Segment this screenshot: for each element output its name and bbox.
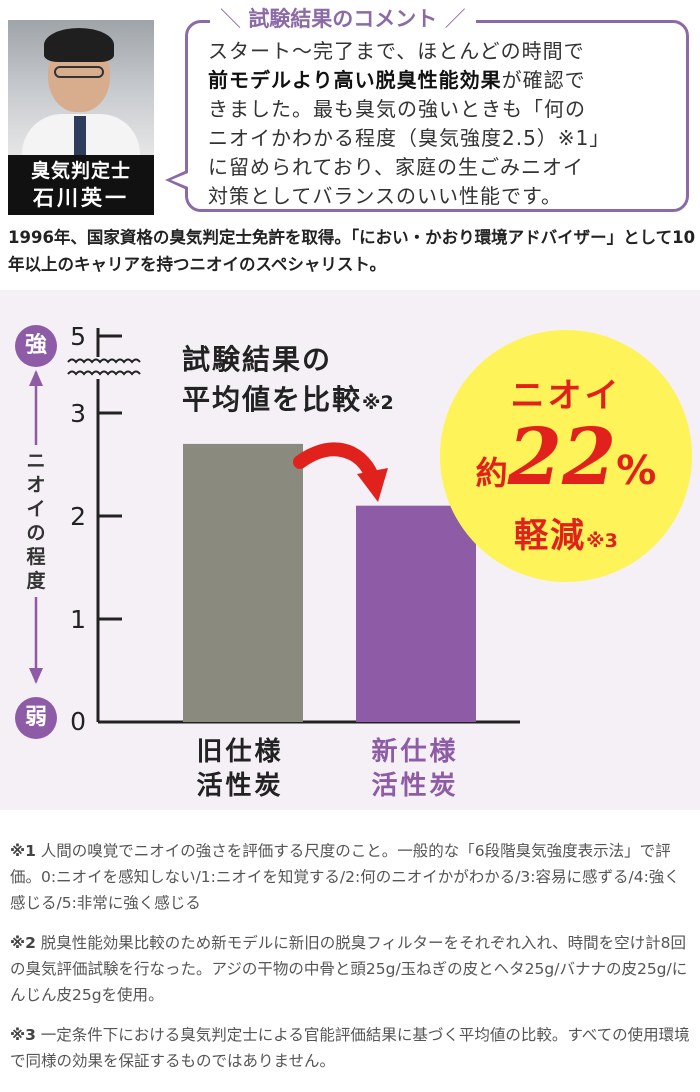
chart-title-line: 試験結果の xyxy=(182,343,333,376)
comment-tail-inner xyxy=(171,173,188,187)
comment-line: スタート〜完了まで、ほとんどの時間で xyxy=(208,39,585,63)
chart-title-line: 平均値を比較※2 xyxy=(182,383,394,416)
expert-role: 臭気判定士 xyxy=(30,160,131,182)
scale-strong-label: 強 xyxy=(15,325,57,367)
axis-break-wave xyxy=(67,358,141,364)
y-tick-label: 3 xyxy=(70,399,86,428)
y-tick-label: 5 xyxy=(70,322,86,351)
reduction-arrow xyxy=(293,442,379,483)
y-tick-label: 0 xyxy=(70,707,86,736)
chart-title-note: ※2 xyxy=(362,392,394,414)
comment-line: 前モデルより高い脱臭性能効果が確認で xyxy=(208,68,586,92)
y-axis-title: ニオイの程度 xyxy=(24,445,48,597)
reduction-arrow-head xyxy=(357,468,388,502)
axis-break-wave xyxy=(67,370,141,376)
expert-bio: 1996年、国家資格の臭気判定士免許を取得。「におい・かおり環境アドバイザー」と… xyxy=(8,228,696,274)
scale-arrow-up-head xyxy=(29,370,43,386)
bar-old xyxy=(183,443,303,722)
y-tick-label: 1 xyxy=(70,605,86,634)
badge-line-percent: 約22% xyxy=(475,412,657,503)
scale-weak-label: 弱 xyxy=(15,697,57,739)
category-label-old: 旧仕様 活性炭 xyxy=(196,737,284,801)
comment-box xyxy=(185,20,689,212)
footnote: ※3 一定条件下における臭気判定士による官能評価結果に基づく平均値の比較。すべて… xyxy=(10,1026,690,1070)
footnote: ※2 脱臭性能効果比較のため新モデルに新旧の脱臭フィルターをそれぞれ入れ、時間を… xyxy=(10,934,688,1004)
comment-line: きました。最も臭気の強いときも「何の xyxy=(208,97,586,121)
expert-name-plate: 臭気判定士 石川英一 xyxy=(8,155,154,215)
footnotes: ※1 人間の嗅覚でニオイの強さを評価する尺度のこと。一般的な「6段階臭気強度表示… xyxy=(10,838,694,1088)
scale-arrow-down-head xyxy=(29,668,43,684)
footnote: ※1 人間の嗅覚でニオイの強さを評価する尺度のこと。一般的な「6段階臭気強度表示… xyxy=(10,842,680,912)
y-tick-label: 2 xyxy=(70,502,86,531)
comment-line: に留められており、家庭の生ごみニオイ xyxy=(208,155,584,179)
expert-photo xyxy=(8,20,154,155)
comment-line: ニオイかわかる程度（臭気強度2.5）※1」 xyxy=(208,126,611,150)
expert-name: 石川英一 xyxy=(33,186,129,210)
badge-number: 22 xyxy=(507,412,617,503)
category-label-new: 新仕様 活性炭 xyxy=(371,737,459,801)
comment-title: ＼ 試験結果のコメント ／ xyxy=(210,4,476,34)
badge-line-odor: ニオイ xyxy=(510,376,622,416)
comment-title-text: 試験結果のコメント xyxy=(248,7,438,31)
badge-line-reduce: 軽減※3 xyxy=(514,516,618,556)
bar-new xyxy=(356,505,476,722)
bar-chart: 0 1 2 3 5 xyxy=(29,322,520,736)
chart-title: 試験結果の 平均値を比較※2 xyxy=(182,340,394,423)
comment-line: 対策としてバランスのいい性能です。 xyxy=(208,184,562,208)
comment-text: スタート〜完了まで、ほとんどの時間で 前モデルより高い脱臭性能効果が確認で きま… xyxy=(208,37,686,211)
reduction-badge: ニオイ 約22% 軽減※3 xyxy=(440,330,692,582)
